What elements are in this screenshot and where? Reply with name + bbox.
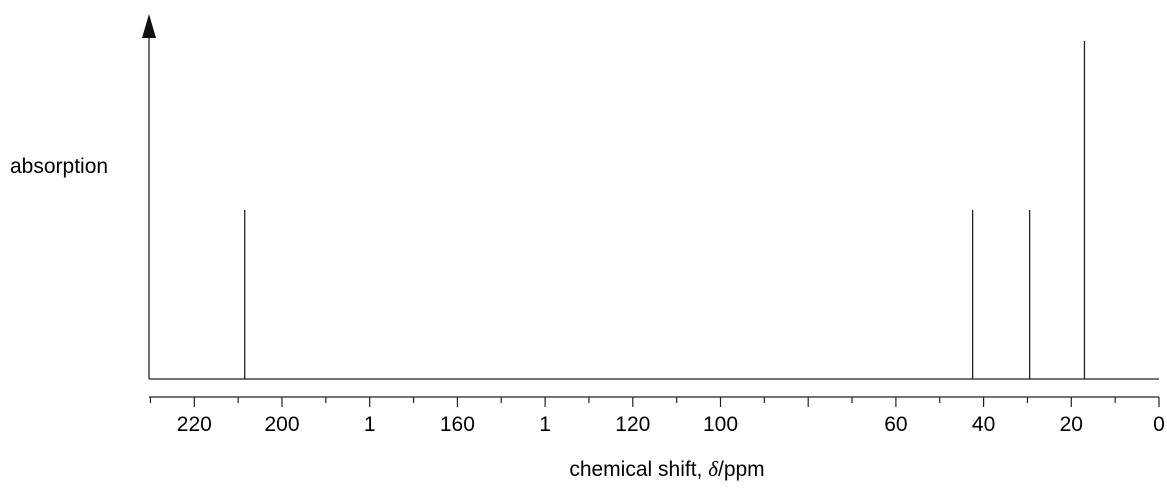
x-axis-label-prefix: chemical shift, <box>569 458 708 481</box>
tick-label: 1 <box>539 413 551 436</box>
tick-label: 120 <box>615 413 650 436</box>
peaks-group <box>244 41 1086 379</box>
x-axis-tick-labels: 220 200 1 160 1 120 100 60 40 20 0 <box>177 413 1165 436</box>
tick-label: 1 <box>364 413 376 436</box>
x-axis-label-symbol: δ <box>708 457 719 481</box>
tick-label: 0 <box>1153 413 1165 436</box>
tick-label: 100 <box>703 413 738 436</box>
tick-label: 220 <box>177 413 212 436</box>
tick-label: 160 <box>440 413 475 436</box>
x-axis-ticks <box>149 397 1160 407</box>
tick-label: 200 <box>264 413 299 436</box>
x-axis-label-suffix: /ppm <box>718 458 765 481</box>
x-axis-label: chemical shift, δ/ppm <box>569 457 764 481</box>
tick-label: 20 <box>1060 413 1083 436</box>
y-axis-label: absorption <box>10 155 108 178</box>
tick-label: 60 <box>884 413 907 436</box>
tick-label: 40 <box>972 413 995 436</box>
y-axis-arrow-icon <box>142 14 156 38</box>
